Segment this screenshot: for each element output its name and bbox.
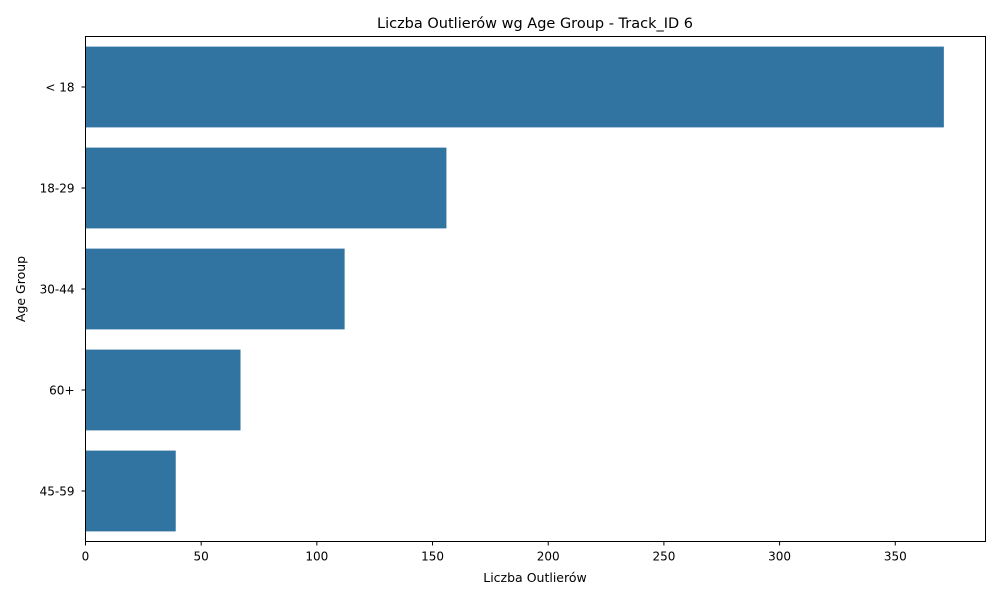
x-tick-label: 0 xyxy=(82,550,90,564)
y-axis-ticks: < 18 18-29 30-44 60+ 45-59 xyxy=(40,81,86,499)
plot-frame xyxy=(85,36,986,542)
x-axis-label: Liczba Outlierów xyxy=(483,570,586,585)
y-tick-label: 60+ xyxy=(49,384,74,398)
bar xyxy=(85,349,241,431)
y-tick-label: 18-29 xyxy=(40,182,75,196)
x-tick-label: 150 xyxy=(421,550,444,564)
x-tick-label: 250 xyxy=(652,550,675,564)
y-tick-label: < 18 xyxy=(45,81,74,95)
bar xyxy=(85,147,447,229)
x-tick-label: 300 xyxy=(768,550,791,564)
bar xyxy=(85,46,944,128)
x-axis-ticks: 0 50 100 150 200 250 300 350 xyxy=(82,541,907,564)
y-tick-label: 30-44 xyxy=(40,283,75,297)
chart-title: Liczba Outlierów wg Age Group - Track_ID… xyxy=(377,16,693,32)
y-axis-label: Age Group xyxy=(13,256,28,322)
bar xyxy=(85,450,176,532)
bar xyxy=(85,248,345,330)
x-tick-label: 200 xyxy=(537,550,560,564)
x-tick-label: 100 xyxy=(305,550,328,564)
y-tick-label: 45-59 xyxy=(40,485,75,499)
x-tick-label: 50 xyxy=(194,550,209,564)
x-tick-label: 350 xyxy=(884,550,907,564)
bars-group xyxy=(85,46,944,532)
